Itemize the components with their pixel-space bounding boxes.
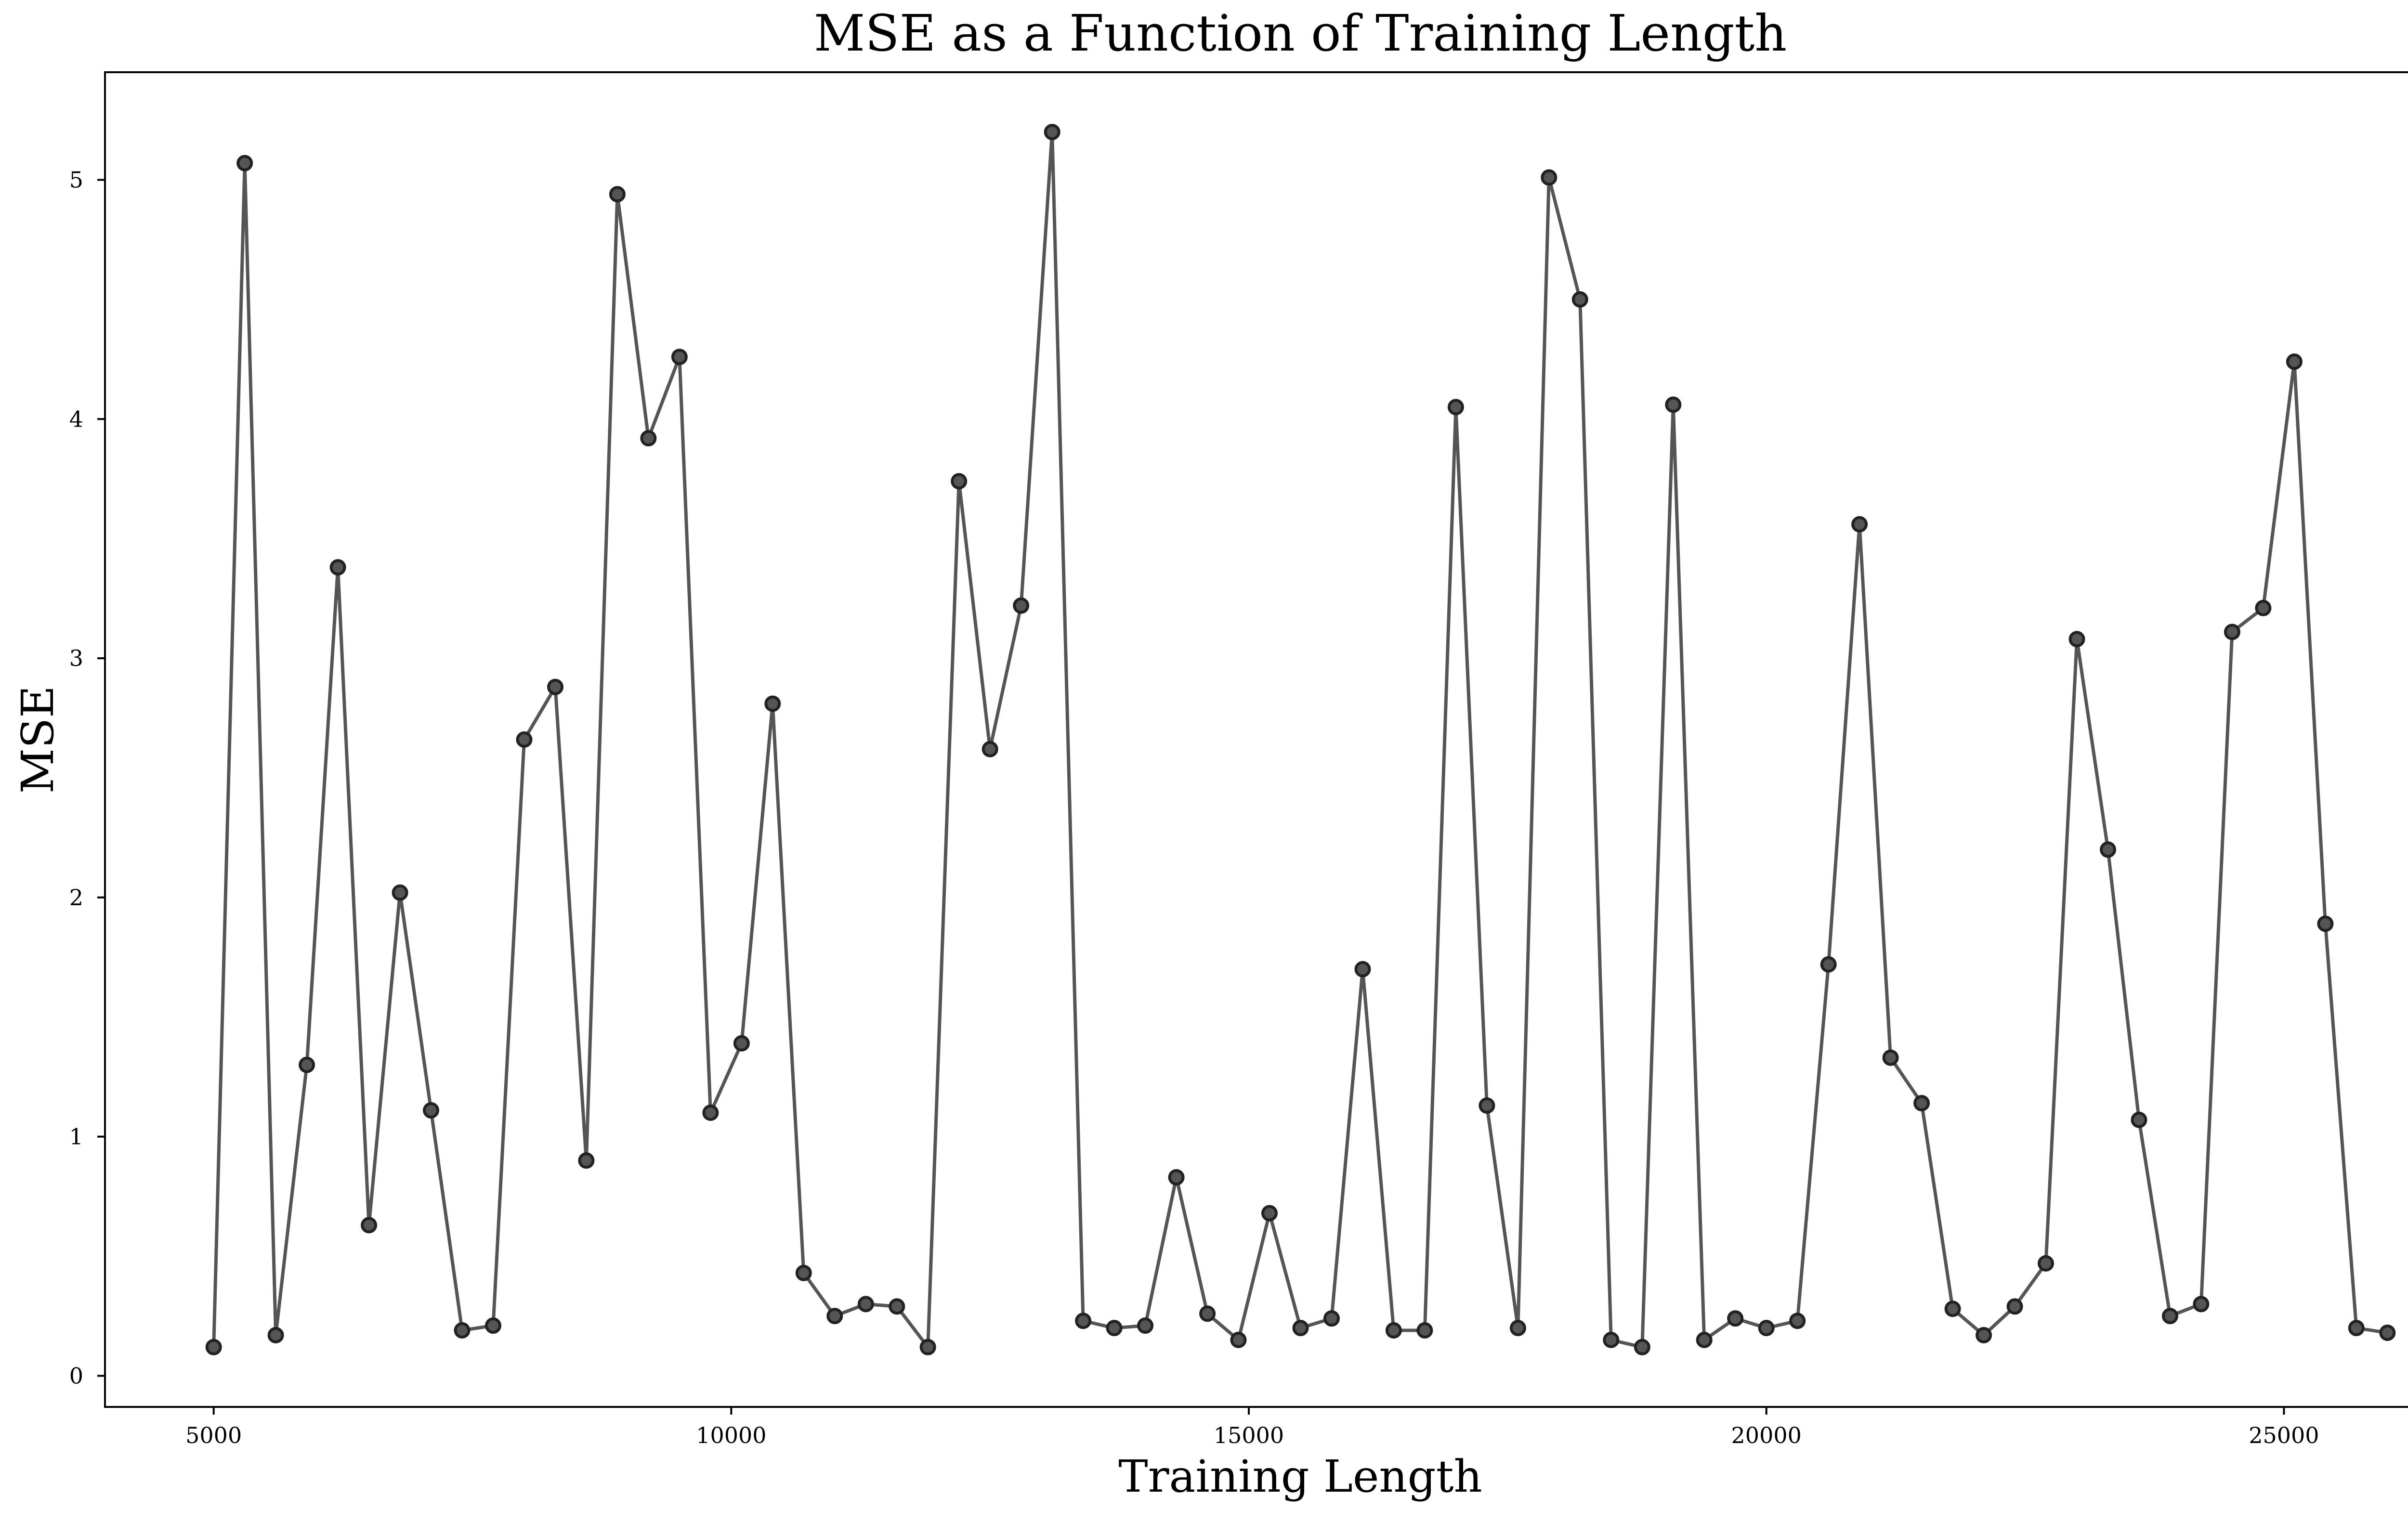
data-point: [2379, 1325, 2396, 1341]
data-point: [2162, 1308, 2178, 1325]
data-point: [2006, 1298, 2023, 1315]
data-point: [1820, 956, 1837, 973]
data-point: [951, 473, 968, 490]
plot-area: [205, 124, 2396, 1355]
data-point: [299, 1056, 315, 1073]
data-point: [547, 678, 563, 695]
x-tick-label: 20000: [1731, 1422, 1802, 1448]
data-point: [1137, 1317, 1154, 1334]
data-point: [1571, 291, 1588, 308]
data-point: [702, 1105, 719, 1121]
data-point: [2224, 624, 2240, 640]
data-point: [826, 1308, 843, 1325]
data-point: [485, 1317, 501, 1334]
data-point: [1665, 396, 1682, 413]
data-point: [1944, 1301, 1961, 1317]
data-point: [578, 1152, 595, 1169]
data-point: [1230, 1331, 1247, 1348]
data-point: [1199, 1305, 1216, 1322]
data-point: [2131, 1111, 2147, 1128]
data-point: [516, 731, 533, 748]
data-point: [1106, 1320, 1123, 1337]
y-tick-label: 2: [69, 885, 83, 911]
data-point: [1976, 1327, 1992, 1343]
data-point: [1851, 516, 1868, 533]
data-point: [1541, 169, 1557, 186]
data-point: [2068, 631, 2085, 648]
y-tick-label: 5: [69, 167, 83, 193]
data-point: [919, 1339, 936, 1355]
data-point: [1261, 1205, 1278, 1222]
data-point: [454, 1322, 471, 1339]
x-tick-label: 5000: [185, 1422, 242, 1448]
data-point: [267, 1327, 284, 1343]
data-point: [1789, 1313, 1806, 1329]
data-point: [1075, 1313, 1092, 1329]
data-point: [2255, 599, 2272, 616]
x-tick-label: 15000: [1214, 1422, 1284, 1448]
x-axis: 5000 10000 15000 20000 25000: [185, 1407, 2319, 1448]
data-point: [1013, 597, 1030, 614]
chart-title: MSE as a Function of Training Length: [814, 4, 1787, 63]
data-point: [2348, 1320, 2365, 1337]
x-tick-label: 10000: [696, 1422, 766, 1448]
data-point: [640, 430, 657, 447]
y-tick-label: 1: [69, 1124, 83, 1150]
data-point: [1509, 1320, 1526, 1337]
data-point: [1727, 1310, 1744, 1327]
data-point: [392, 884, 408, 901]
data-point: [1634, 1339, 1650, 1355]
data-point: [1416, 1322, 1433, 1339]
data-point: [671, 349, 688, 365]
data-point: [423, 1102, 439, 1119]
y-tick-label: 0: [69, 1363, 83, 1389]
data-point: [2038, 1255, 2054, 1272]
data-point: [889, 1298, 905, 1315]
data-point: [1292, 1320, 1309, 1337]
data-point: [764, 695, 781, 712]
data-point: [733, 1035, 750, 1052]
x-axis-label: Training Length: [1118, 1451, 1482, 1502]
data-point: [1882, 1049, 1899, 1066]
data-point: [1758, 1320, 1775, 1337]
data-point: [1913, 1095, 1930, 1112]
data-point: [1385, 1322, 1402, 1339]
data-point: [2100, 841, 2116, 858]
series-line: [212, 130, 2388, 1349]
data-point: [1479, 1097, 1495, 1114]
data-point: [1168, 1169, 1185, 1186]
data-point: [236, 155, 253, 171]
data-point: [361, 1217, 378, 1234]
data-point: [857, 1296, 874, 1313]
data-point: [2193, 1296, 2210, 1313]
y-tick-label: 3: [69, 645, 83, 671]
x-tick-label: 25000: [2249, 1422, 2319, 1448]
data-point: [1044, 124, 1060, 141]
data-point: [2317, 915, 2334, 932]
data-point: [1447, 399, 1464, 416]
data-point: [982, 741, 998, 757]
data-point: [609, 186, 626, 203]
data-point: [329, 559, 346, 576]
y-tick-label: 4: [69, 406, 83, 432]
data-point: [1603, 1331, 1620, 1348]
data-point: [1323, 1310, 1340, 1327]
data-point: [1354, 961, 1371, 977]
y-axis-label: MSE: [12, 686, 64, 794]
data-point: [1696, 1331, 1713, 1348]
data-point: [795, 1264, 812, 1281]
data-point: [2286, 353, 2303, 370]
data-point: [205, 1339, 222, 1355]
y-axis: 0 1 2 3 4 5: [69, 167, 105, 1389]
plot-frame: [104, 71, 2408, 1408]
